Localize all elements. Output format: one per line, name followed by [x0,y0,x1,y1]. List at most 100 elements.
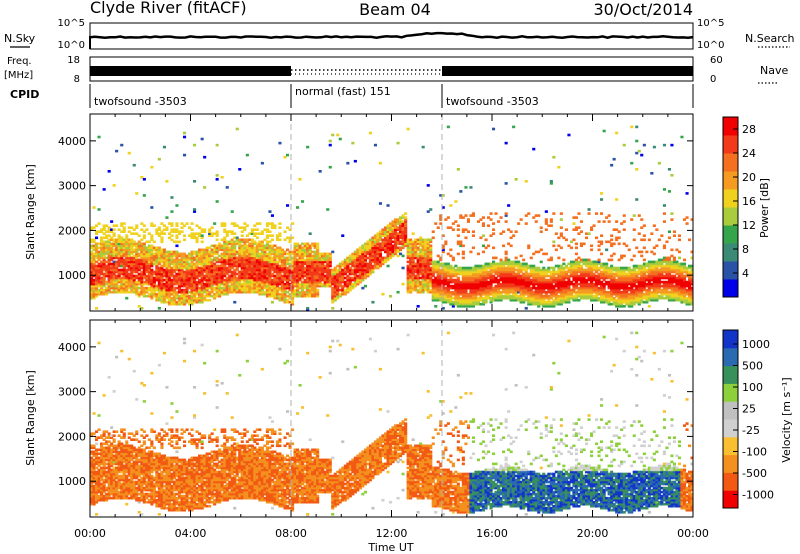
power-echo-cell [167,266,171,270]
power-echo-cell [238,252,242,256]
power-echo-cell [441,296,445,300]
power-echo-cell [424,246,428,250]
power-echo-cell [130,288,134,292]
power-echo-cell [215,288,219,292]
power-echo-cell [554,300,558,304]
power-echo-cell [484,296,488,300]
power-echo-cell [519,274,523,278]
power-echo-cell [260,264,264,268]
power-echo-cell [155,294,159,298]
power-echo-cell [476,270,480,274]
power-echo-cell [291,278,295,282]
power-echo-cell [489,264,493,268]
power-echo-cell [115,256,119,260]
power-echo-cell [127,250,131,254]
power-echo-cell [602,272,606,276]
power-echo-cell [421,246,425,250]
power-echo-cell [102,272,106,276]
power-echo-cell [492,288,496,292]
power-echo-cell [155,288,159,292]
power-echo-cell [165,288,169,292]
power-echo-cell [120,236,124,240]
power-echo-cell [529,266,533,270]
power-echo-cell [127,244,131,248]
power-echo-cell [424,248,428,252]
power-echo-cell [444,292,448,296]
power-echo-cell [125,276,129,280]
power-echo-cell [421,266,425,270]
power-echo-cell [90,264,94,268]
power-echo-cell [137,240,141,244]
power-echo-cell [489,274,493,278]
power-echo-cell [456,286,460,290]
power-echo-cell [426,246,430,250]
power-echo-cell [507,270,511,274]
power-echo-cell [569,240,573,244]
power-echo-cell [313,266,317,270]
power-echo-cell [313,250,317,254]
power-echo-cell [519,276,523,280]
power-echo-cell [233,258,237,262]
power-echo-cell [233,222,237,225]
power-echo-cell [198,300,202,304]
power-echo-cell [213,296,217,300]
power-echo-cell [263,264,267,268]
power-echo-cell [313,256,317,260]
power-echo-cell [497,280,501,284]
power-echo-cell [353,250,357,254]
power-echo-cell [507,294,511,298]
power-echo-cell [293,282,297,286]
power-echo-cell [494,296,498,300]
power-echo-cell [130,232,134,235]
power-echo-cell [107,262,111,266]
power-echo-cell [431,268,435,272]
power-echo-cell [130,258,134,262]
power-echo-cell [225,248,229,252]
nsearch-tick-bottom: 10^0 [697,40,724,51]
power-echo-cell [203,268,207,272]
power-echo-cell [534,276,538,280]
power-echo-cell [469,298,473,302]
power-echo-cell [185,282,189,286]
power-echo-cell [600,264,604,268]
power-echo-cell [471,280,475,284]
power-echo-cell [301,254,305,258]
power-echo-cell [112,254,116,258]
power-echo-cell [394,252,398,256]
power-echo-cell [190,274,194,278]
power-echo-cell [147,280,151,284]
power-echo-cell [522,300,526,304]
power-echo-cell [245,270,249,274]
power-echo-cell [431,294,435,298]
power-echo-cell [456,168,460,171]
power-echo-cell [607,284,611,288]
power-echo-cell [240,226,244,229]
power-echo-cell [293,268,297,272]
power-echo-cell [177,302,181,306]
power-echo-cell [90,258,94,262]
power-echo-cell [378,258,382,262]
power-echo-cell [522,264,526,268]
power-echo-cell [218,268,222,272]
power-echo-cell [554,270,558,274]
power-echo-cell [115,266,119,270]
power-echo-cell [250,280,254,284]
power-echo-cell [431,284,435,288]
power-echo-cell [378,248,382,252]
power-echo-cell [260,274,264,278]
power-echo-cell [572,268,576,272]
power-echo-cell [562,296,566,300]
power-echo-cell [441,288,445,292]
power-echo-cell [582,284,586,288]
power-echo-cell [544,292,548,296]
power-echo-cell [605,276,609,280]
power-echo-cell [273,284,277,288]
power-echo-cell [273,276,277,280]
power-echo-cell [446,274,450,278]
power-echo-cell [356,262,360,266]
power-echo-cell [529,256,533,260]
power-echo-cell [572,238,576,242]
cpid-segment-3: twofsound -3503 [446,95,539,108]
power-echo-cell [519,292,523,296]
power-echo-cell [102,258,106,262]
